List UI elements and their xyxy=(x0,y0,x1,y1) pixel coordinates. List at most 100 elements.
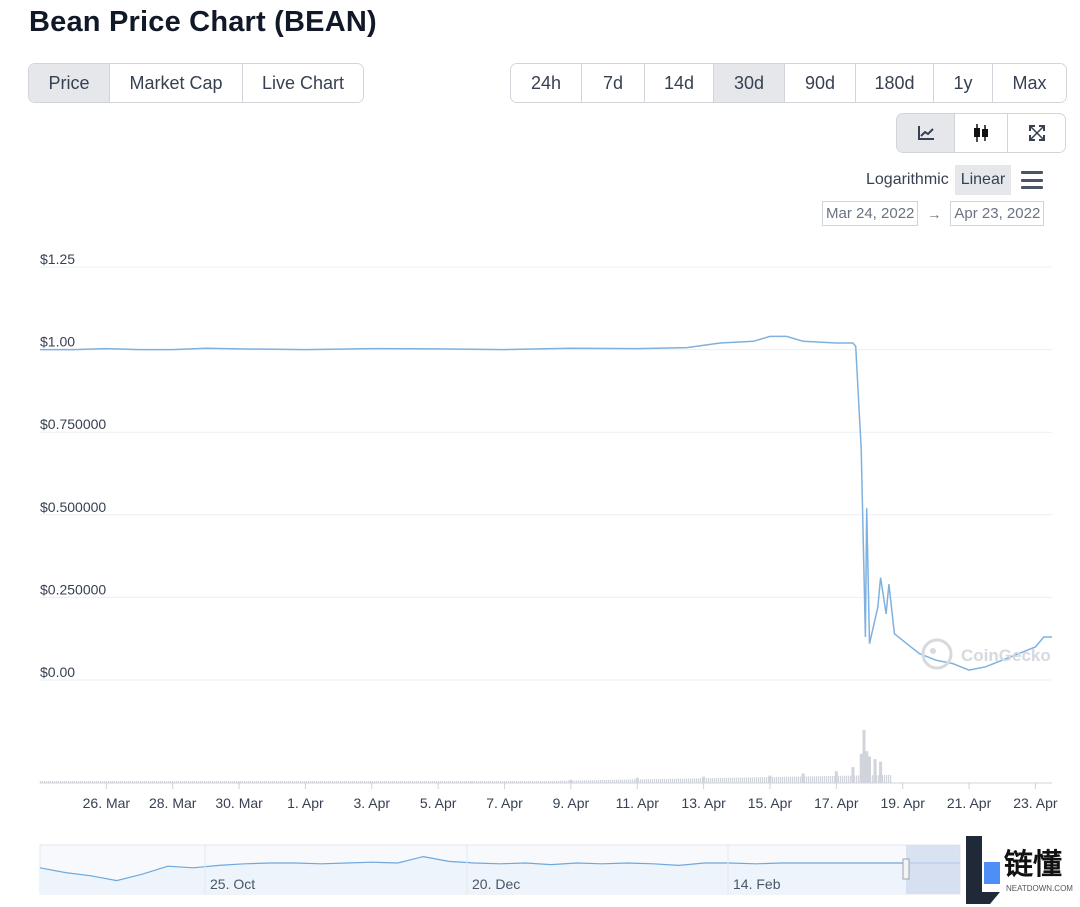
volume-bar xyxy=(460,781,462,783)
volume-bar xyxy=(890,774,892,783)
volume-bar xyxy=(326,781,328,783)
volume-bar xyxy=(428,781,430,783)
volume-bar xyxy=(692,778,694,783)
x-tick-label: 15. Apr xyxy=(748,795,793,811)
x-tick-label: 9. Apr xyxy=(553,795,590,811)
range-180d[interactable]: 180d xyxy=(856,64,934,102)
view-mode-tabs xyxy=(896,113,1066,153)
volume-bar xyxy=(244,781,246,783)
tab-live-chart[interactable]: Live Chart xyxy=(243,64,363,102)
volume-bar xyxy=(368,781,370,783)
volume-bar xyxy=(522,781,524,783)
volume-bar xyxy=(568,780,570,783)
volume-bar xyxy=(174,781,176,783)
range-90d[interactable]: 90d xyxy=(785,64,856,102)
volume-bar xyxy=(218,781,220,783)
range-14d[interactable]: 14d xyxy=(645,64,714,102)
volume-bar xyxy=(766,777,768,783)
navigator-area xyxy=(40,856,960,894)
volume-bar xyxy=(672,778,674,783)
volume-bar xyxy=(680,778,682,783)
volume-bar xyxy=(288,781,290,783)
x-tick-label: 17. Apr xyxy=(814,795,859,811)
volume-bar xyxy=(756,777,758,783)
svg-text:NEATDOWN.COM: NEATDOWN.COM xyxy=(1006,884,1073,893)
range-30d[interactable]: 30d xyxy=(714,64,785,102)
volume-bar xyxy=(454,781,456,783)
volume-bar xyxy=(714,778,716,783)
volume-bar xyxy=(478,781,480,783)
volume-bar xyxy=(458,781,460,783)
volume-bar xyxy=(865,751,869,783)
volume-bar xyxy=(380,781,382,783)
candlestick-icon[interactable] xyxy=(955,114,1008,152)
range-1y[interactable]: 1y xyxy=(934,64,993,102)
volume-bar xyxy=(146,781,148,783)
volume-bar xyxy=(230,781,232,783)
volume-bar xyxy=(544,781,546,783)
volume-bar xyxy=(362,781,364,783)
volume-bar xyxy=(616,779,618,783)
tab-market-cap[interactable]: Market Cap xyxy=(110,64,243,102)
volume-bar xyxy=(638,779,640,783)
volume-bar xyxy=(840,775,842,783)
volume-bar xyxy=(732,777,734,783)
volume-bar xyxy=(322,781,324,783)
scale-selector: Logarithmic Linear xyxy=(860,164,1044,196)
volume-bar xyxy=(552,780,554,783)
volume-bar xyxy=(160,781,162,783)
date-from-input[interactable]: Mar 24, 2022 xyxy=(822,201,919,226)
navigator-label: 25. Oct xyxy=(210,876,255,892)
volume-bar xyxy=(650,779,652,783)
volume-bar xyxy=(572,780,574,783)
volume-bar xyxy=(658,779,660,783)
volume-bar xyxy=(222,781,224,783)
volume-bar xyxy=(418,781,420,783)
volume-bar xyxy=(200,781,202,783)
volume-bar xyxy=(556,780,558,783)
volume-bar xyxy=(278,781,280,783)
volume-bar xyxy=(790,776,792,783)
volume-bar xyxy=(64,781,66,783)
volume-bar xyxy=(438,781,440,783)
volume-bar xyxy=(390,781,392,783)
range-max[interactable]: Max xyxy=(993,64,1066,102)
svg-text:链懂: 链懂 xyxy=(1004,847,1062,881)
volume-bar xyxy=(182,781,184,783)
volume-bar xyxy=(412,781,414,783)
volume-bar xyxy=(872,775,874,783)
volume-bar xyxy=(194,781,196,783)
volume-bar xyxy=(666,778,668,783)
volume-bar xyxy=(624,779,626,783)
volume-bar xyxy=(710,778,712,783)
volume-bar xyxy=(580,780,582,783)
volume-bar xyxy=(772,776,774,783)
volume-bar xyxy=(488,781,490,783)
volume-bar xyxy=(760,777,762,783)
y-tick-label: $0.750000 xyxy=(40,416,106,432)
volume-bar xyxy=(472,781,474,783)
linear-option[interactable]: Linear xyxy=(954,165,1012,195)
volume-bar xyxy=(684,778,686,783)
range-7d[interactable]: 7d xyxy=(582,64,645,102)
volume-bar xyxy=(734,777,736,783)
logarithmic-option[interactable]: Logarithmic xyxy=(866,171,949,188)
volume-bar xyxy=(786,776,788,783)
volume-bar xyxy=(758,777,760,783)
menu-icon[interactable] xyxy=(1021,171,1044,189)
x-tick-label: 11. Apr xyxy=(616,795,660,811)
volume-bar xyxy=(520,781,522,783)
date-to-input[interactable]: Apr 23, 2022 xyxy=(950,201,1045,226)
line-chart-icon[interactable] xyxy=(897,114,955,152)
range-navigator[interactable]: 25. Oct 20. Dec 14. Feb xyxy=(39,844,961,895)
volume-bar xyxy=(484,781,486,783)
range-24h[interactable]: 24h xyxy=(511,64,582,102)
expand-icon[interactable] xyxy=(1008,114,1065,152)
volume-bar xyxy=(854,775,856,783)
tab-price[interactable]: Price xyxy=(29,64,110,102)
volume-bar xyxy=(606,779,608,783)
volume-bar xyxy=(252,781,254,783)
volume-bar xyxy=(320,781,322,783)
time-range-tabs: 24h 7d 14d 30d 90d 180d 1y Max xyxy=(510,63,1067,103)
volume-bar xyxy=(864,775,866,783)
